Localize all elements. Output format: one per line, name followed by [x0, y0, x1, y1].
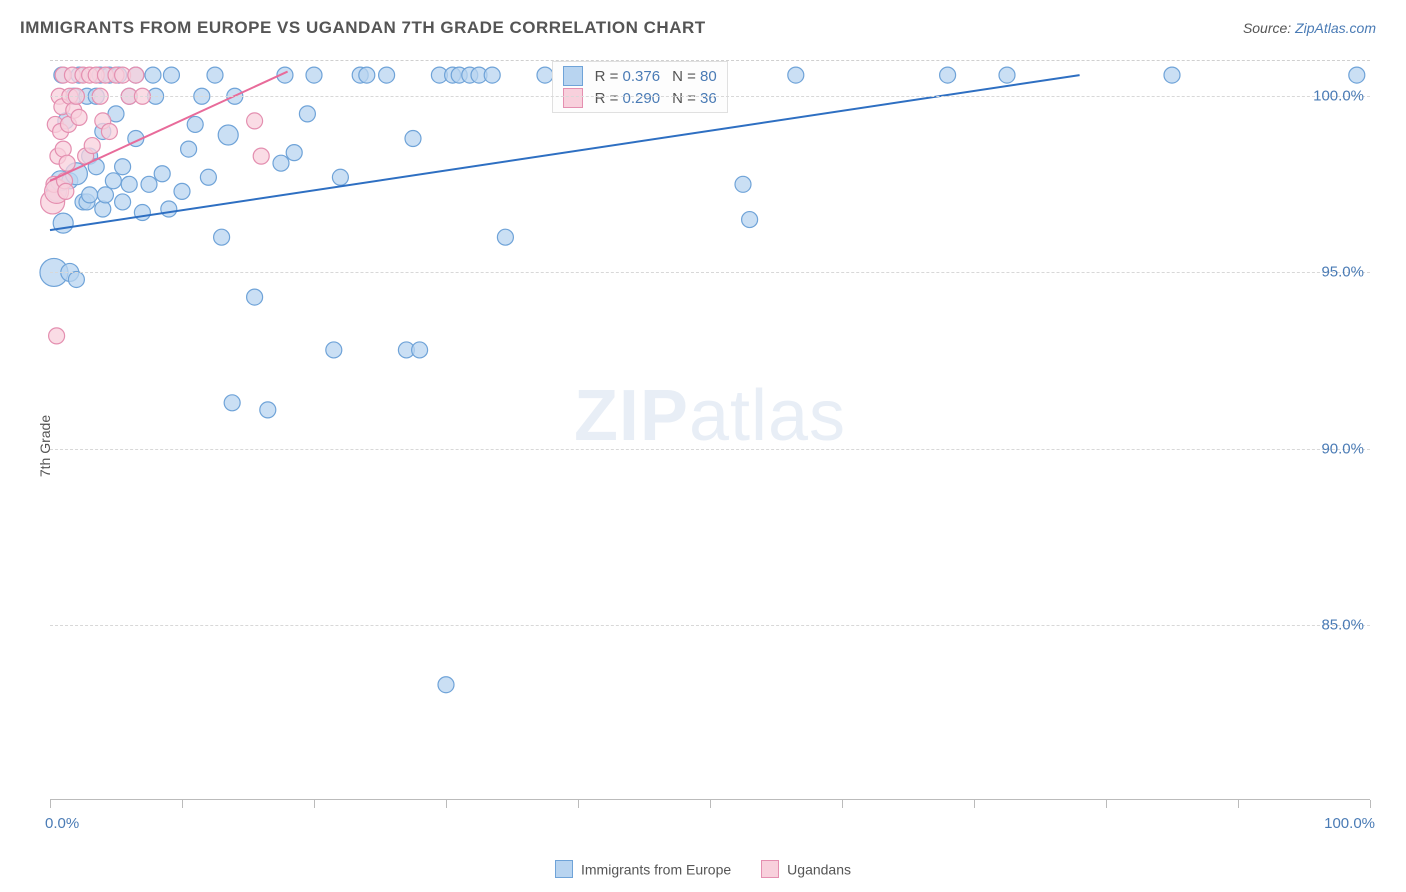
data-point: [95, 201, 111, 217]
data-point: [260, 402, 276, 418]
data-point: [207, 67, 223, 83]
data-point: [161, 201, 177, 217]
data-point: [735, 176, 751, 192]
series-legend-item: Ugandans: [761, 860, 851, 878]
data-point: [49, 328, 65, 344]
legend-swatch: [563, 88, 583, 108]
data-point: [497, 229, 513, 245]
y-tick-label: 100.0%: [1313, 88, 1364, 105]
y-tick-label: 85.0%: [1321, 616, 1364, 633]
data-point: [115, 194, 131, 210]
x-start-label: 0.0%: [45, 815, 79, 832]
series-legend: Immigrants from Europe Ugandans: [555, 860, 851, 878]
x-end-label: 100.0%: [1324, 815, 1375, 832]
data-point: [484, 67, 500, 83]
data-point: [128, 67, 144, 83]
legend-swatch: [761, 860, 779, 878]
data-point: [97, 187, 113, 203]
data-point: [145, 67, 161, 83]
data-point: [742, 212, 758, 228]
data-point: [224, 395, 240, 411]
chart-title: IMMIGRANTS FROM EUROPE VS UGANDAN 7TH GR…: [20, 18, 706, 38]
data-point: [359, 67, 375, 83]
n-label: N = 36: [672, 90, 717, 107]
data-point: [174, 183, 190, 199]
data-point: [218, 125, 238, 145]
data-point: [306, 67, 322, 83]
data-point: [101, 123, 117, 139]
x-tick: [446, 800, 447, 808]
data-point: [273, 155, 289, 171]
data-point: [940, 67, 956, 83]
y-axis-label: 7th Grade: [37, 415, 53, 477]
data-point: [412, 342, 428, 358]
x-tick: [842, 800, 843, 808]
data-point: [332, 169, 348, 185]
legend-row: R = 0.376 N = 80: [563, 66, 717, 86]
data-point: [537, 67, 553, 83]
correlation-legend: R = 0.376 N = 80 R = 0.290 N = 36: [552, 61, 728, 113]
data-point: [253, 148, 269, 164]
data-point: [115, 159, 131, 175]
data-point: [82, 187, 98, 203]
data-point: [154, 166, 170, 182]
data-point: [121, 176, 137, 192]
x-tick: [1106, 800, 1107, 808]
x-tick: [1370, 800, 1371, 808]
gridline: [50, 625, 1370, 626]
data-point: [1164, 67, 1180, 83]
gridline: [50, 449, 1370, 450]
series-legend-item: Immigrants from Europe: [555, 860, 731, 878]
data-point: [200, 169, 216, 185]
n-label: N = 80: [672, 68, 717, 85]
x-tick: [974, 800, 975, 808]
data-point: [214, 229, 230, 245]
data-point: [163, 67, 179, 83]
data-point: [68, 271, 84, 287]
y-tick-label: 90.0%: [1321, 440, 1364, 457]
data-point: [286, 145, 302, 161]
data-point: [105, 173, 121, 189]
data-point: [788, 67, 804, 83]
legend-row: R = 0.290 N = 36: [563, 88, 717, 108]
data-point: [379, 67, 395, 83]
data-point: [141, 176, 157, 192]
gridline: [50, 272, 1370, 273]
x-tick: [182, 800, 183, 808]
data-point: [181, 141, 197, 157]
r-label: R = 0.376: [595, 68, 660, 85]
data-point: [326, 342, 342, 358]
data-point: [999, 67, 1015, 83]
legend-swatch: [563, 66, 583, 86]
source-link[interactable]: ZipAtlas.com: [1295, 20, 1376, 36]
legend-swatch: [555, 860, 573, 878]
gridline: [50, 96, 1370, 97]
data-point: [247, 289, 263, 305]
x-tick: [710, 800, 711, 808]
data-point: [58, 183, 74, 199]
data-point: [438, 677, 454, 693]
y-tick-label: 95.0%: [1321, 264, 1364, 281]
legend-label: Ugandans: [787, 861, 851, 877]
data-point: [187, 116, 203, 132]
source-attribution: Source: ZipAtlas.com: [1243, 20, 1376, 36]
data-point: [71, 109, 87, 125]
x-tick: [578, 800, 579, 808]
data-point: [84, 138, 100, 154]
data-point: [1349, 67, 1365, 83]
x-tick: [1238, 800, 1239, 808]
scatter-svg: [50, 61, 1370, 800]
data-point: [134, 205, 150, 221]
data-point: [299, 106, 315, 122]
data-point: [247, 113, 263, 129]
x-tick: [50, 800, 51, 808]
data-point: [59, 155, 75, 171]
plot-area: ZIPatlas R = 0.376N = 80R = 0.290N = 36 …: [50, 60, 1370, 800]
data-point: [405, 131, 421, 147]
r-label: R = 0.290: [595, 90, 660, 107]
legend-label: Immigrants from Europe: [581, 861, 731, 877]
source-label: Source:: [1243, 20, 1295, 36]
data-point: [55, 141, 71, 157]
x-tick: [314, 800, 315, 808]
